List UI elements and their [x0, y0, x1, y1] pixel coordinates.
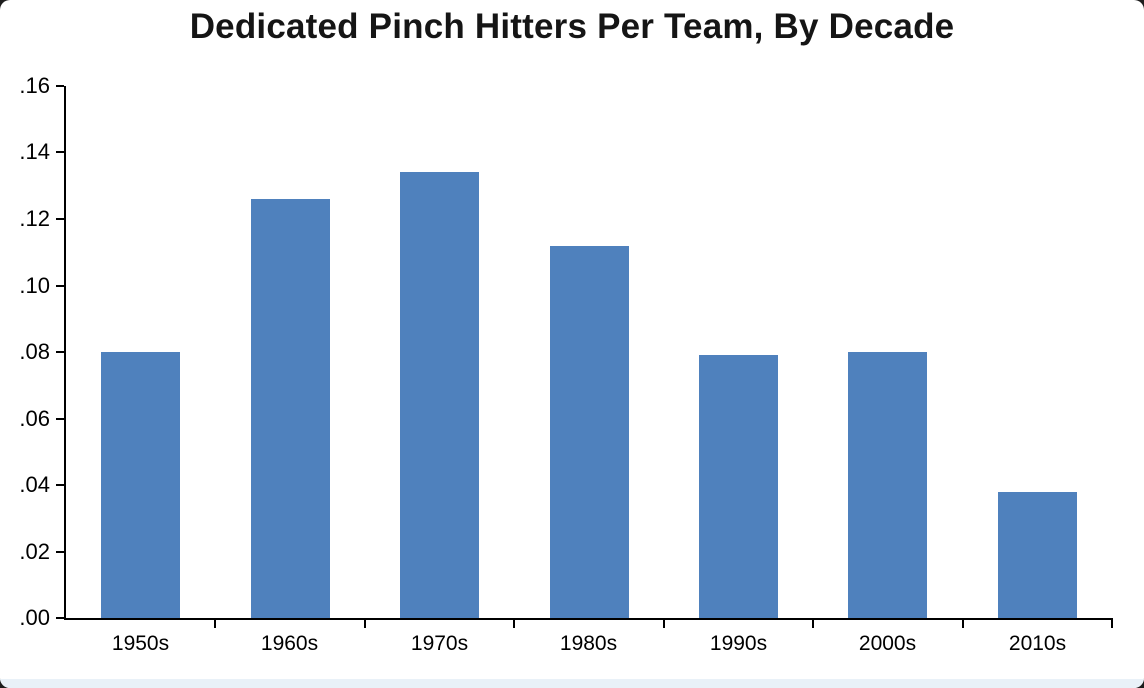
x-axis-category-label: 1950s [111, 632, 170, 655]
y-axis-tick-label: .14 [19, 139, 50, 164]
y-axis-tick [56, 151, 64, 153]
y-axis-tick-label: .06 [19, 406, 50, 431]
bar-1990s [699, 355, 778, 618]
x-axis-category-label: 1980s [559, 632, 618, 655]
bar-2000s [848, 352, 927, 618]
y-axis-tick-label: .16 [19, 73, 50, 98]
x-axis-tick [1111, 618, 1113, 628]
y-axis-tick [56, 418, 64, 420]
y-axis-tick [56, 85, 64, 87]
x-axis-category-label: 1990s [709, 632, 768, 655]
y-axis-tick-label: .04 [19, 472, 50, 497]
bar-1960s [251, 199, 330, 618]
bar-1970s [400, 172, 479, 618]
y-axis-tick [56, 551, 64, 553]
y-axis-tick-label: .10 [19, 273, 50, 298]
y-axis-line [64, 86, 66, 620]
y-axis-tick [56, 351, 64, 353]
y-axis-tick-label: .02 [19, 539, 50, 564]
x-axis-category-label: 1970s [410, 632, 469, 655]
y-axis-tick [56, 218, 64, 220]
x-axis-category-label: 2010s [1008, 632, 1067, 655]
x-axis-tick [962, 618, 964, 628]
x-axis-line [64, 618, 1112, 620]
x-axis-category-label: 1960s [260, 632, 319, 655]
bar-1980s [550, 246, 629, 618]
y-axis-tick-label: .00 [19, 605, 50, 630]
bottom-strip [0, 679, 1144, 688]
x-axis-tick [812, 618, 814, 628]
x-axis-tick [214, 618, 216, 628]
x-axis-tick [663, 618, 665, 628]
bar-1950s [101, 352, 180, 618]
y-axis-tick [56, 484, 64, 486]
x-axis-tick [364, 618, 366, 628]
x-axis-tick [513, 618, 515, 628]
bar-2010s [998, 492, 1077, 618]
x-axis-category-label: 2000s [858, 632, 917, 655]
chart-title: Dedicated Pinch Hitters Per Team, By Dec… [189, 7, 955, 46]
y-axis-tick [56, 617, 64, 619]
y-axis-tick-label: .08 [19, 339, 50, 364]
y-axis-tick-label: .12 [19, 206, 50, 231]
y-axis-tick [56, 285, 64, 287]
